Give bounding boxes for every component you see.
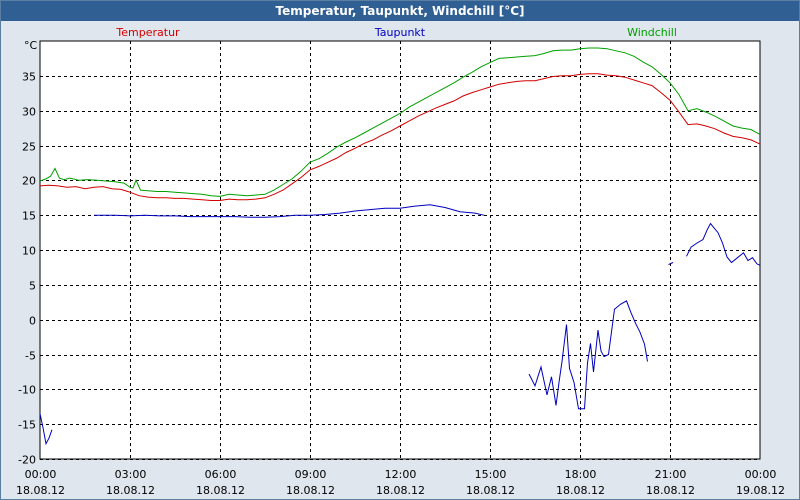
legend-temperatur: Temperatur	[115, 26, 180, 39]
series-line-taupunkt	[39, 413, 53, 446]
y-tick-label: -15	[18, 419, 36, 432]
legend-windchill: Windchill	[627, 26, 677, 39]
x-tick-time: 21:00	[655, 468, 687, 481]
y-tick-label: -5	[25, 350, 36, 363]
y-tick-label: 25	[22, 141, 36, 154]
grid-lines	[40, 41, 760, 460]
x-tick-date: 18.08.12	[376, 484, 425, 497]
window-title: Temperatur, Taupunkt, Windchill [°C]	[1, 1, 799, 21]
y-tick-label: -20	[18, 454, 36, 467]
series-line-taupunkt	[528, 300, 648, 410]
series-line-windchill	[39, 47, 761, 197]
x-tick-time: 09:00	[295, 468, 327, 481]
x-tick-date: 18.08.12	[646, 484, 695, 497]
x-tick-time: 03:00	[115, 468, 147, 481]
series-line-temperatur	[39, 73, 761, 201]
y-tick-label: 0	[29, 315, 36, 328]
y-tick-label: 35	[22, 71, 36, 84]
y-tick-label: -10	[18, 384, 36, 397]
axes: 35 30 25 20 15 10 5 0 -5 -10 -15 -20 °C 00:00 18.08.12…	[16, 39, 785, 497]
x-tick-time: 18:00	[565, 468, 597, 481]
series-line-taupunkt	[94, 204, 485, 218]
x-tick-time: 15:00	[475, 468, 507, 481]
x-tick-date: 18.08.12	[16, 484, 65, 497]
x-tick-date: 18.08.12	[466, 484, 515, 497]
x-tick-date: 18.08.12	[556, 484, 605, 497]
y-tick-label: 20	[22, 175, 36, 188]
y-axis-unit: °C	[24, 39, 38, 52]
x-tick-date: 19.08.12	[736, 484, 785, 497]
x-tick-date: 18.08.12	[286, 484, 335, 497]
x-tick-time: 12:00	[385, 468, 417, 481]
x-tick-date: 18.08.12	[196, 484, 245, 497]
y-tick-label: 15	[22, 210, 36, 223]
series-line-taupunkt	[668, 262, 674, 266]
x-tick-time: 00:00	[745, 468, 777, 481]
legend-taupunkt: Taupunkt	[374, 26, 426, 39]
x-tick-date: 18.08.12	[106, 484, 155, 497]
y-tick-label: 5	[29, 280, 36, 293]
series-line-taupunkt	[686, 222, 761, 266]
x-tick-time: 06:00	[205, 468, 237, 481]
legend: Temperatur Taupunkt Windchill	[115, 26, 677, 39]
y-tick-label: 10	[22, 245, 36, 258]
x-tick-time: 00:00	[25, 468, 57, 481]
series-lines	[39, 47, 761, 446]
y-tick-label: 30	[22, 106, 36, 119]
